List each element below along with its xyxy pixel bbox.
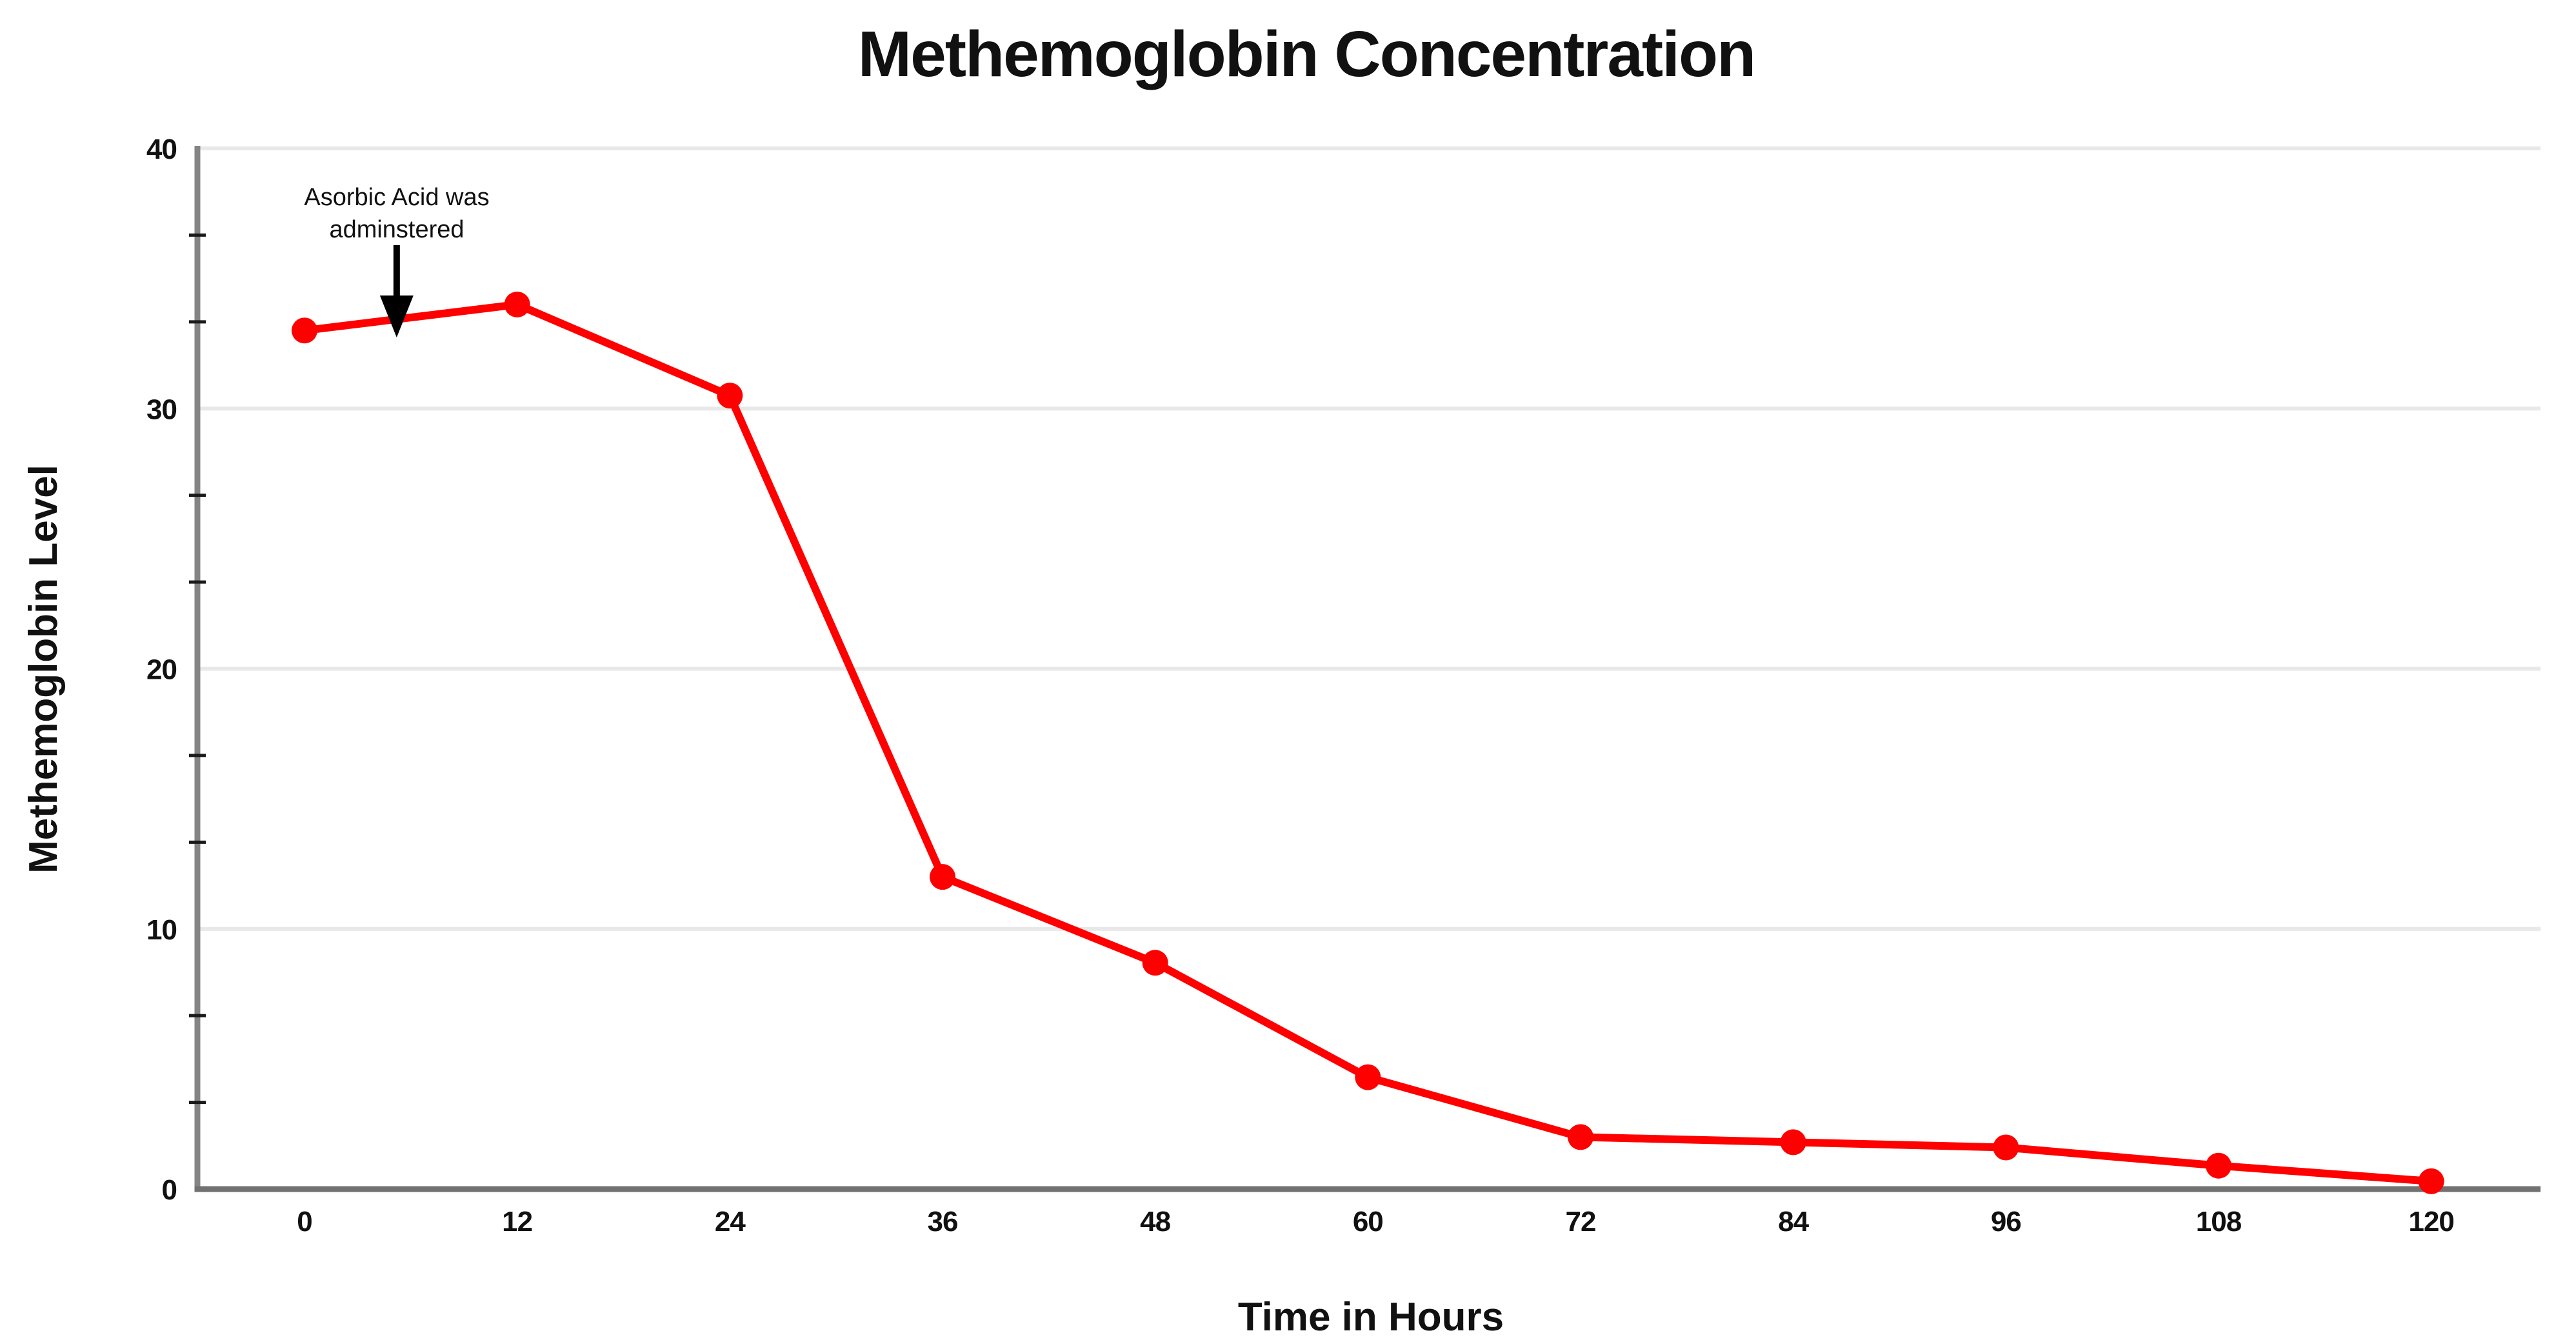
x-axis-tick-label: 120	[2408, 1206, 2453, 1237]
data-point-36h	[929, 864, 955, 890]
gridlines-group	[200, 146, 2541, 931]
data-point-84h	[1780, 1129, 1806, 1156]
data-point-12h	[504, 291, 530, 317]
data-point-60h	[1355, 1064, 1381, 1090]
y-axis-tick-label: 40	[146, 134, 177, 165]
x-axis-tick-label: 60	[1353, 1206, 1383, 1237]
data-point-108h	[2205, 1152, 2232, 1179]
y-axis-tick-label: 10	[146, 914, 177, 946]
x-axis-tick-labels-group: 0 12 24 36 48 60 72 84 96 108 120	[297, 1206, 2455, 1237]
y-axis-tick-label: 30	[146, 394, 177, 425]
annotation-arrow-head-icon	[379, 295, 414, 337]
x-axis-tick-label: 0	[297, 1206, 312, 1237]
x-axis-tick-label: 48	[1140, 1206, 1170, 1237]
x-axis-tick-label: 72	[1566, 1206, 1596, 1237]
x-axis-tick-label: 12	[502, 1206, 532, 1237]
x-axis-tick-label: 96	[1991, 1206, 2021, 1237]
x-axis-title: Time in Hours	[1238, 1295, 1504, 1339]
y-axis-tick-labels-group: 0 10 20 30 40	[146, 134, 177, 1206]
data-point-120h	[2418, 1168, 2444, 1194]
y-axis-title: Methemoglobin Level	[21, 465, 66, 874]
data-series-group	[292, 291, 2444, 1194]
series-line	[301, 300, 2435, 1185]
data-point-72h	[1567, 1124, 1593, 1150]
y-axis-tick-label: 0	[162, 1174, 177, 1206]
data-point-48h	[1142, 950, 1168, 976]
data-point-96h	[1993, 1134, 2019, 1161]
x-axis-line	[194, 1186, 2541, 1192]
x-axis-tick-label: 84	[1778, 1206, 1809, 1237]
annotation-text-line2: adminstered	[329, 216, 464, 243]
y-axis-line	[194, 146, 201, 1192]
annotation-text-line1: Asorbic Acid was	[304, 184, 489, 211]
data-point-24h	[717, 383, 743, 409]
y-axis-tick-label: 20	[146, 654, 177, 686]
y-axis-minor-ticks-group	[189, 233, 206, 1105]
x-axis-tick-label: 36	[928, 1206, 958, 1237]
chart-title: Methemoglobin Concentration	[858, 18, 1755, 90]
data-point-0h	[292, 317, 317, 344]
x-axis-tick-label: 108	[2196, 1206, 2242, 1237]
x-axis-tick-label: 24	[715, 1206, 746, 1237]
